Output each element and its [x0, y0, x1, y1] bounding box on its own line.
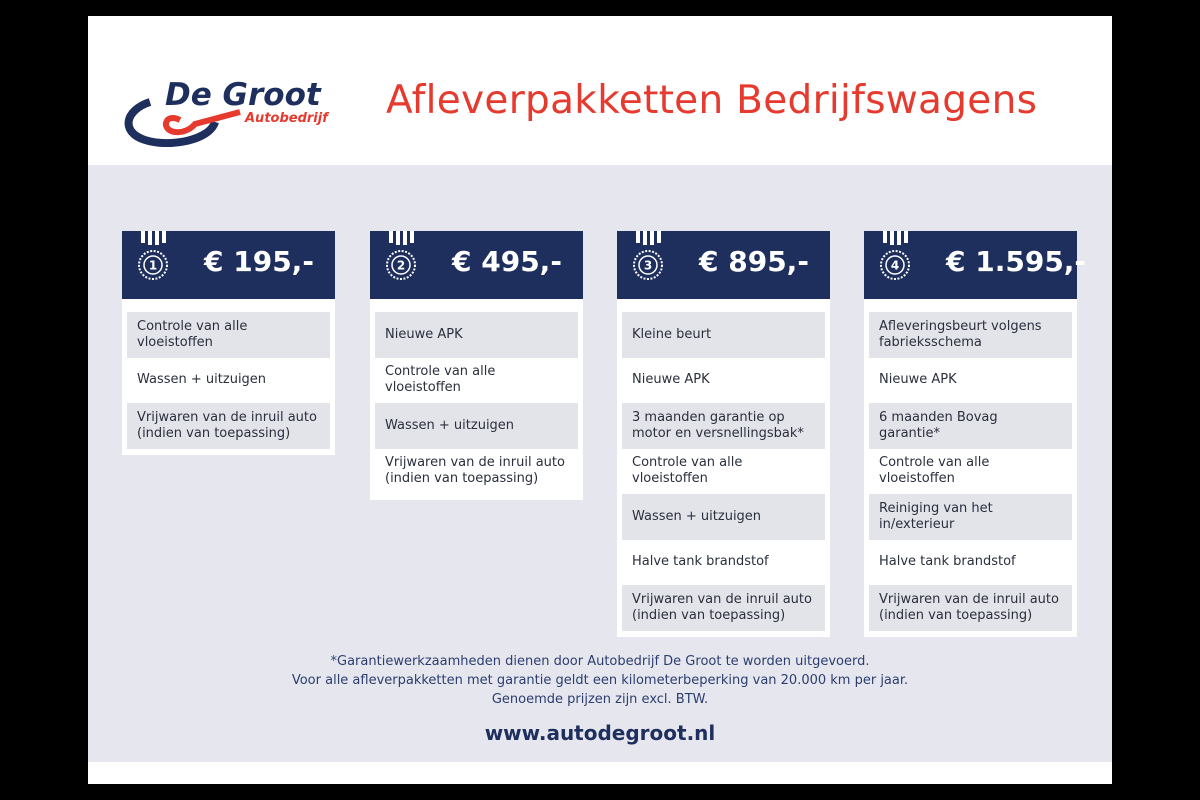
svg-text:De Groot: De Groot: [165, 77, 322, 113]
package-card: 4 € 1.595,- Afleveringsbeurt volgens fabr…: [864, 231, 1086, 637]
package-card: 3 € 895,- Kleine beurt Nieuwe APK 3 maanden…: [617, 231, 830, 637]
package-number: 1: [149, 259, 157, 273]
page-title: Afleverpakketten Bedrijfswagens: [386, 78, 1038, 123]
svg-text:Autobedrijf: Autobedrijf: [244, 111, 330, 126]
packages-area: 1 € 195,- Controle van alle vloeistoffen W…: [88, 165, 1112, 762]
footnote: Genoemde prijzen zijn excl. BTW.: [491, 692, 709, 707]
medal-icon: 4: [880, 231, 910, 280]
website-link[interactable]: www.autodegroot.nl: [484, 721, 716, 745]
package-item: Controle van alle vloeistoffen: [385, 364, 496, 396]
package-item: Controle van alle vloeistoffen: [127, 312, 330, 358]
package-header: 2 € 495,-: [370, 231, 583, 299]
package-item: Halve tank brandstof: [632, 554, 769, 570]
package-item: Vrijwaren van de inruil auto (indien van…: [869, 585, 1072, 631]
package-number: 4: [891, 259, 899, 273]
package-item: Vrijwaren van de inruil auto (indien van…: [385, 455, 565, 487]
medal-icon: 3: [633, 231, 663, 280]
medal-icon: 1: [138, 231, 168, 280]
package-item: Reiniging van het in/exterieur: [869, 494, 1072, 540]
package-price: € 895,-: [699, 245, 809, 278]
package-item: Nieuwe APK: [879, 372, 957, 388]
package-item: Wassen + uitzuigen: [622, 494, 825, 540]
package-item: Controle van alle vloeistoffen: [879, 455, 990, 487]
package-item: Kleine beurt: [622, 312, 825, 358]
package-price: € 195,-: [204, 245, 314, 278]
de-groot-logo: De Groot Autobedrijf: [124, 77, 330, 147]
package-card: 2 € 495,- Nieuwe APK Controle van alle vlo…: [370, 231, 583, 500]
package-number: 3: [644, 259, 652, 273]
package-item: 6 maanden Bovag garantie*: [869, 403, 1072, 449]
package-item: Halve tank brandstof: [879, 554, 1016, 570]
package-item: 3 maanden garantie op motor en versnelli…: [622, 403, 825, 449]
footnote: Voor alle afleverpakketten met garantie …: [291, 673, 909, 688]
medal-icon: 2: [386, 231, 416, 280]
poster: De Groot Autobedrijf Afleverpakketten Be…: [88, 16, 1112, 784]
header: De Groot Autobedrijf Afleverpakketten Be…: [88, 16, 1112, 165]
footnotes: *Garantiewerkzaamheden dienen door Autob…: [88, 652, 1112, 709]
package-header: 1 € 195,-: [122, 231, 335, 299]
package-item: Nieuwe APK: [375, 312, 578, 358]
package-item: Wassen + uitzuigen: [375, 403, 578, 449]
package-item: Afleveringsbeurt volgens fabrieksschema: [869, 312, 1072, 358]
package-header: 3 € 895,-: [617, 231, 830, 299]
footnote: *Garantiewerkzaamheden dienen door Autob…: [330, 654, 870, 669]
package-item: Nieuwe APK: [632, 372, 710, 388]
package-price: € 1.595,-: [946, 245, 1087, 278]
package-number: 2: [397, 259, 405, 273]
package-item: Vrijwaren van de inruil auto (indien van…: [622, 585, 825, 631]
package-item: Controle van alle vloeistoffen: [632, 455, 743, 487]
package-price: € 495,-: [452, 245, 562, 278]
package-card: 1 € 195,- Controle van alle vloeistoffen W…: [122, 231, 335, 455]
package-item: Vrijwaren van de inruil auto (indien van…: [127, 403, 330, 449]
package-header: 4 € 1.595,-: [864, 231, 1086, 299]
package-item: Wassen + uitzuigen: [137, 372, 267, 388]
